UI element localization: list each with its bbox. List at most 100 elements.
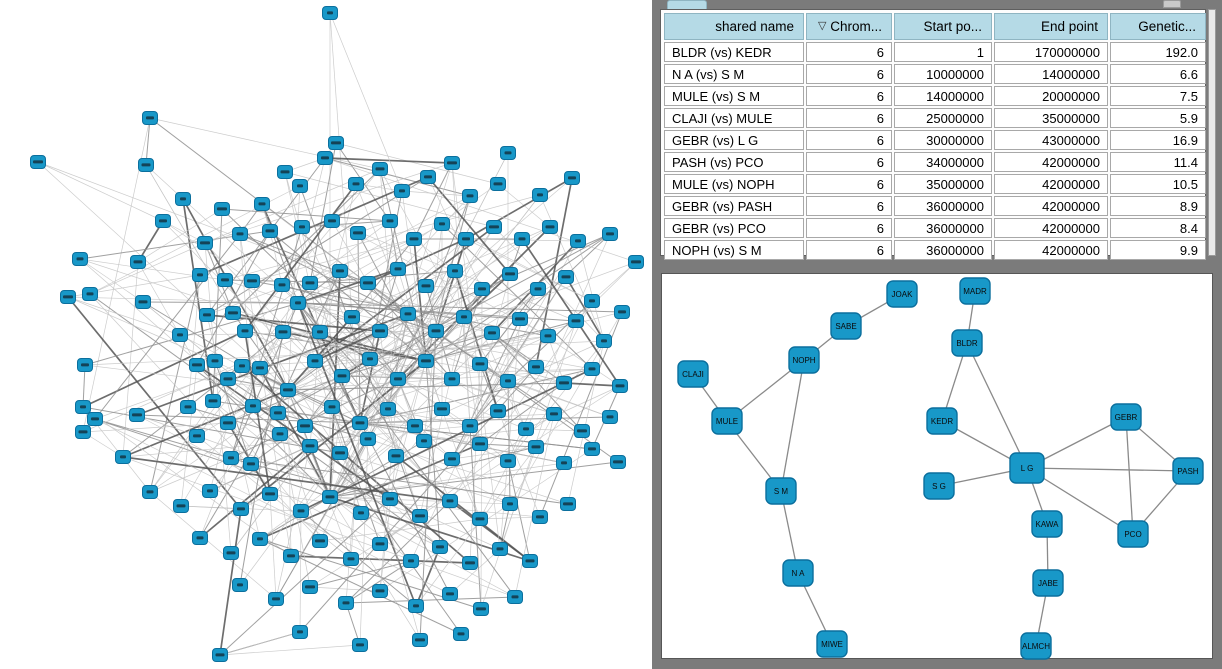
- network-node[interactable]: [500, 146, 516, 160]
- network-node[interactable]: [223, 546, 239, 560]
- network-node[interactable]: [192, 268, 208, 282]
- network-node[interactable]: [416, 434, 432, 448]
- table-cell[interactable]: MULE (vs) S M: [664, 86, 804, 106]
- network-node[interactable]: [262, 487, 278, 501]
- network-node-NA[interactable]: N A: [782, 559, 814, 587]
- table-cell[interactable]: 35000000: [994, 108, 1108, 128]
- network-node[interactable]: [274, 278, 290, 292]
- table-cell[interactable]: 6: [806, 130, 892, 150]
- network-node[interactable]: [500, 374, 516, 388]
- network-node[interactable]: [322, 490, 338, 504]
- network-node[interactable]: [352, 638, 368, 652]
- network-node[interactable]: [556, 376, 572, 390]
- table-row[interactable]: N A (vs) S M 6 10000000 14000000 6.6: [664, 64, 1206, 84]
- network-node[interactable]: [434, 402, 450, 416]
- table-cell[interactable]: NOPH (vs) S M: [664, 240, 804, 260]
- network-node[interactable]: [348, 177, 364, 191]
- network-node[interactable]: [412, 509, 428, 523]
- network-node[interactable]: [444, 372, 460, 386]
- network-node[interactable]: [492, 542, 508, 556]
- network-node[interactable]: [332, 264, 348, 278]
- network-node[interactable]: [472, 437, 488, 451]
- network-node[interactable]: [350, 226, 366, 240]
- network-node[interactable]: [307, 354, 323, 368]
- network-node[interactable]: [115, 450, 131, 464]
- network-node[interactable]: [233, 502, 249, 516]
- network-node[interactable]: [244, 274, 260, 288]
- network-node[interactable]: [490, 404, 506, 418]
- table-cell[interactable]: 42000000: [994, 240, 1108, 260]
- table-cell[interactable]: 6: [806, 64, 892, 84]
- table-cell[interactable]: 170000000: [994, 42, 1108, 62]
- network-node[interactable]: [60, 290, 76, 304]
- table-cell[interactable]: 42000000: [994, 174, 1108, 194]
- network-node[interactable]: [530, 282, 546, 296]
- network-node[interactable]: [268, 592, 284, 606]
- network-node[interactable]: [602, 227, 618, 241]
- network-node[interactable]: [514, 232, 530, 246]
- network-node[interactable]: [444, 452, 460, 466]
- network-node-NOPH[interactable]: NOPH: [788, 346, 820, 374]
- table-cell[interactable]: BLDR (vs) KEDR: [664, 42, 804, 62]
- network-node[interactable]: [82, 287, 98, 301]
- network-node[interactable]: [293, 504, 309, 518]
- network-node[interactable]: [142, 485, 158, 499]
- network-node[interactable]: [584, 362, 600, 376]
- network-node[interactable]: [420, 170, 436, 184]
- network-node[interactable]: [270, 406, 286, 420]
- table-cell[interactable]: N A (vs) S M: [664, 64, 804, 84]
- network-node[interactable]: [252, 532, 268, 546]
- table-cell[interactable]: GEBR (vs) PCO: [664, 218, 804, 238]
- network-node[interactable]: [353, 506, 369, 520]
- network-node[interactable]: [474, 282, 490, 296]
- network-node-JOAK[interactable]: JOAK: [886, 280, 918, 308]
- main-network-canvas[interactable]: [0, 0, 652, 669]
- network-node-SM[interactable]: S M: [765, 477, 797, 505]
- network-node[interactable]: [412, 633, 428, 647]
- network-node[interactable]: [500, 454, 516, 468]
- network-node[interactable]: [472, 357, 488, 371]
- network-node[interactable]: [442, 494, 458, 508]
- network-node[interactable]: [472, 512, 488, 526]
- network-node[interactable]: [243, 457, 259, 471]
- network-node[interactable]: [428, 324, 444, 338]
- network-node[interactable]: [418, 279, 434, 293]
- network-node[interactable]: [602, 410, 618, 424]
- network-node[interactable]: [453, 627, 469, 641]
- network-node[interactable]: [442, 587, 458, 601]
- network-node[interactable]: [612, 379, 628, 393]
- network-node[interactable]: [407, 419, 423, 433]
- network-node[interactable]: [570, 234, 586, 248]
- table-cell[interactable]: 14000000: [994, 64, 1108, 84]
- network-node[interactable]: [180, 400, 196, 414]
- network-node[interactable]: [584, 442, 600, 456]
- network-node[interactable]: [584, 294, 600, 308]
- network-node[interactable]: [502, 497, 518, 511]
- network-node[interactable]: [462, 419, 478, 433]
- network-node[interactable]: [532, 188, 548, 202]
- table-cell[interactable]: MULE (vs) NOPH: [664, 174, 804, 194]
- network-node[interactable]: [484, 326, 500, 340]
- network-node[interactable]: [518, 422, 534, 436]
- network-node[interactable]: [447, 264, 463, 278]
- network-node[interactable]: [528, 360, 544, 374]
- network-node[interactable]: [406, 232, 422, 246]
- network-node[interactable]: [290, 296, 306, 310]
- column-header-start-po---[interactable]: Start po...: [894, 13, 992, 40]
- network-node[interactable]: [502, 267, 518, 281]
- network-node-MULE[interactable]: MULE: [711, 407, 743, 435]
- network-node[interactable]: [360, 432, 376, 446]
- network-node[interactable]: [324, 214, 340, 228]
- network-node[interactable]: [312, 325, 328, 339]
- network-node-BLDR[interactable]: BLDR: [951, 329, 983, 357]
- table-cell[interactable]: 42000000: [994, 196, 1108, 216]
- network-node[interactable]: [614, 305, 630, 319]
- network-node[interactable]: [444, 156, 460, 170]
- network-node[interactable]: [556, 456, 572, 470]
- table-row[interactable]: NOPH (vs) S M 6 36000000 42000000 9.9: [664, 240, 1206, 260]
- table-cell[interactable]: 5.9: [1110, 108, 1206, 128]
- table-cell[interactable]: 6: [806, 196, 892, 216]
- table-cell[interactable]: 10000000: [894, 64, 992, 84]
- network-node[interactable]: [458, 232, 474, 246]
- network-node[interactable]: [225, 306, 241, 320]
